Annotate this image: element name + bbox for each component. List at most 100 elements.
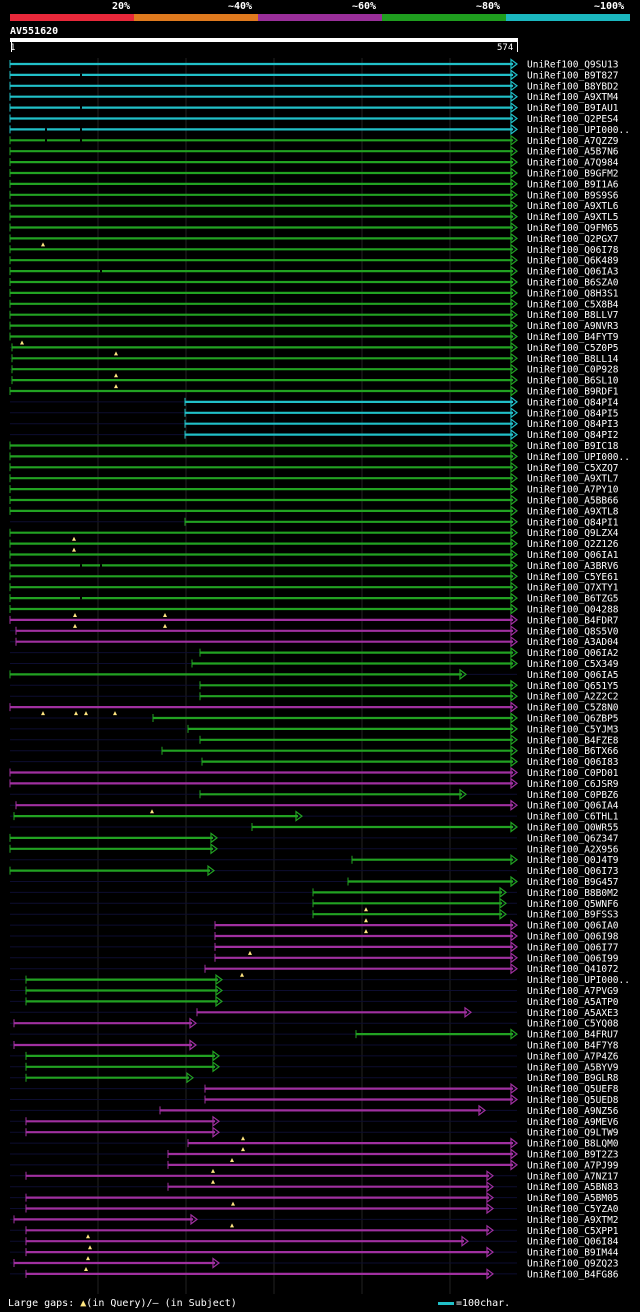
hit-label[interactable]: UniRef100_Q8H3S1 — [527, 288, 619, 299]
hit-label[interactable]: UniRef100_C5Z8N0 — [527, 703, 619, 714]
hit-label[interactable]: UniRef100_UPI000.. — [527, 975, 630, 986]
hit-label[interactable]: UniRef100_Q9SU13 — [527, 60, 619, 71]
hit-label[interactable]: UniRef100_C5X8B4 — [527, 299, 619, 310]
hit-label[interactable]: UniRef100_B9GLR8 — [527, 1073, 619, 1084]
hit-label[interactable]: UniRef100_C5YZA0 — [527, 1204, 619, 1215]
hit-label[interactable]: UniRef100_C0P928 — [527, 365, 619, 376]
hit-label[interactable]: UniRef100_Q84PI4 — [527, 397, 619, 408]
hit-label[interactable]: UniRef100_C6THL1 — [527, 812, 619, 823]
hit-label[interactable]: UniRef100_B9IC18 — [527, 441, 619, 452]
hit-label[interactable]: UniRef100_A5BB66 — [527, 496, 619, 507]
hit-label[interactable]: UniRef100_A9XTL7 — [527, 474, 619, 485]
hit-label[interactable]: UniRef100_Q06IA3 — [527, 267, 619, 278]
hit-label[interactable]: UniRef100_A7PY10 — [527, 485, 619, 496]
hit-label[interactable]: UniRef100_A5BN83 — [527, 1182, 619, 1193]
hit-label[interactable]: UniRef100_UPI000.. — [527, 125, 630, 136]
hit-label[interactable]: UniRef100_A9XTL6 — [527, 201, 619, 212]
hit-label[interactable]: UniRef100_A7NZ17 — [527, 1171, 619, 1182]
hit-label[interactable]: UniRef100_Q84PI3 — [527, 419, 619, 430]
hit-label[interactable]: UniRef100_A9NZ56 — [527, 1106, 619, 1117]
hit-label[interactable]: UniRef100_Q06I77 — [527, 942, 619, 953]
hit-label[interactable]: UniRef100_B6SZA0 — [527, 278, 619, 289]
hit-label[interactable]: UniRef100_B9S9S6 — [527, 190, 619, 201]
hit-label[interactable]: UniRef100_B6TX66 — [527, 746, 619, 757]
hit-label[interactable]: UniRef100_Q651Y5 — [527, 681, 619, 692]
hit-label[interactable]: UniRef100_A9MEV6 — [527, 1117, 619, 1128]
hit-label[interactable]: UniRef100_C5YQ08 — [527, 1019, 619, 1030]
hit-label[interactable]: UniRef100_Q06IA0 — [527, 921, 619, 932]
hit-label[interactable]: UniRef100_C5XPP1 — [527, 1226, 619, 1237]
hit-label[interactable]: UniRef100_Q6Z347 — [527, 833, 619, 844]
hit-label[interactable]: UniRef100_C0PD01 — [527, 768, 619, 779]
hit-label[interactable]: UniRef100_Q0J4T9 — [527, 855, 619, 866]
hit-label[interactable]: UniRef100_B9T2Z3 — [527, 1150, 619, 1161]
hit-label[interactable]: UniRef100_Q84PI5 — [527, 408, 619, 419]
hit-label[interactable]: UniRef100_Q04288 — [527, 605, 619, 616]
hit-label[interactable]: UniRef100_C0PBZ6 — [527, 790, 619, 801]
hit-label[interactable]: UniRef100_A2Z2C2 — [527, 692, 619, 703]
hit-label[interactable]: UniRef100_B9I1A6 — [527, 179, 619, 190]
hit-label[interactable]: UniRef100_B9FSS3 — [527, 910, 619, 921]
hit-label[interactable]: UniRef100_A5AXE3 — [527, 1008, 619, 1019]
hit-label[interactable]: UniRef100_A7PVG9 — [527, 986, 619, 997]
hit-label[interactable]: UniRef100_B4FDR7 — [527, 615, 619, 626]
hit-label[interactable]: UniRef100_Q06I83 — [527, 757, 619, 768]
hit-label[interactable]: UniRef100_Q41072 — [527, 964, 619, 975]
hit-label[interactable]: UniRef100_B6TZG5 — [527, 594, 619, 605]
hit-label[interactable]: UniRef100_Q9ZQ23 — [527, 1259, 619, 1270]
hit-label[interactable]: UniRef100_A7Q984 — [527, 158, 619, 169]
hit-label[interactable]: UniRef100_Q06IA1 — [527, 550, 619, 561]
hit-label[interactable]: UniRef100_C5X349 — [527, 659, 619, 670]
hit-label[interactable]: UniRef100_B9IAU1 — [527, 103, 619, 114]
hit-label[interactable]: UniRef100_Q84PI1 — [527, 517, 619, 528]
hit-label[interactable]: UniRef100_B6SL10 — [527, 376, 619, 387]
hit-label[interactable]: UniRef100_Q84PI2 — [527, 430, 619, 441]
hit-label[interactable]: UniRef100_A9XTL5 — [527, 212, 619, 223]
hit-label[interactable]: UniRef100_Q6K489 — [527, 256, 619, 267]
hit-label[interactable]: UniRef100_B4FG86 — [527, 1269, 619, 1280]
hit-label[interactable]: UniRef100_C5YE61 — [527, 572, 619, 583]
hit-label[interactable]: UniRef100_Q06I78 — [527, 245, 619, 256]
hit-label[interactable]: UniRef100_Q6ZBP5 — [527, 714, 619, 725]
hit-label[interactable]: UniRef100_Q8S5V0 — [527, 626, 619, 637]
hit-label[interactable]: UniRef100_A5B7N6 — [527, 147, 619, 158]
hit-label[interactable]: UniRef100_A9XTM2 — [527, 1215, 619, 1226]
hit-label[interactable]: UniRef100_B9G457 — [527, 877, 619, 888]
hit-label[interactable]: UniRef100_C5YJM3 — [527, 724, 619, 735]
hit-label[interactable]: UniRef100_Q06I73 — [527, 866, 619, 877]
hit-label[interactable]: UniRef100_A3AD04 — [527, 637, 619, 648]
hit-label[interactable]: UniRef100_A2X956 — [527, 844, 619, 855]
hit-label[interactable]: UniRef100_B8LQM0 — [527, 1139, 619, 1150]
hit-label[interactable]: UniRef100_A7P4Z6 — [527, 1051, 619, 1062]
hit-label[interactable]: UniRef100_Q5WNF6 — [527, 899, 619, 910]
hit-label[interactable]: UniRef100_C6JSR9 — [527, 779, 619, 790]
hit-label[interactable]: UniRef100_Q06IA2 — [527, 648, 619, 659]
hit-label[interactable]: UniRef100_A5BM05 — [527, 1193, 619, 1204]
hit-label[interactable]: UniRef100_B9GFM2 — [527, 169, 619, 180]
hit-label[interactable]: UniRef100_B8YBD2 — [527, 81, 619, 92]
hit-label[interactable]: UniRef100_Q2Z126 — [527, 539, 619, 550]
hit-label[interactable]: UniRef100_Q06I84 — [527, 1237, 619, 1248]
hit-label[interactable]: UniRef100_UPI000.. — [527, 452, 630, 463]
hit-label[interactable]: UniRef100_B9RDF1 — [527, 387, 619, 398]
hit-label[interactable]: UniRef100_C5XZQ7 — [527, 463, 619, 474]
hit-label[interactable]: UniRef100_B9T827 — [527, 70, 619, 81]
hit-label[interactable]: UniRef100_A5ATP0 — [527, 997, 619, 1008]
hit-label[interactable]: UniRef100_A5BYV9 — [527, 1062, 619, 1073]
hit-label[interactable]: UniRef100_Q9LZX4 — [527, 528, 619, 539]
hit-label[interactable]: UniRef100_Q2PGX7 — [527, 234, 619, 245]
hit-label[interactable]: UniRef100_Q7XTY1 — [527, 583, 619, 594]
hit-label[interactable]: UniRef100_Q5UED8 — [527, 1095, 619, 1106]
hit-label[interactable]: UniRef100_A3BRV6 — [527, 561, 619, 572]
hit-label[interactable]: UniRef100_B8B0M2 — [527, 888, 619, 899]
hit-label[interactable]: UniRef100_B4FZE8 — [527, 735, 619, 746]
hit-label[interactable]: UniRef100_Q5UEF8 — [527, 1084, 619, 1095]
hit-label[interactable]: UniRef100_C5Z0P5 — [527, 343, 619, 354]
hit-label[interactable]: UniRef100_B4FYT9 — [527, 332, 619, 343]
hit-label[interactable]: UniRef100_A7QZZ9 — [527, 136, 619, 147]
hit-label[interactable]: UniRef100_B9IM44 — [527, 1248, 619, 1259]
hit-label[interactable]: UniRef100_Q06IA5 — [527, 670, 619, 681]
hit-label[interactable]: UniRef100_Q9FM65 — [527, 223, 619, 234]
hit-label[interactable]: UniRef100_A9XTL8 — [527, 506, 619, 517]
hit-label[interactable]: UniRef100_Q06I99 — [527, 953, 619, 964]
